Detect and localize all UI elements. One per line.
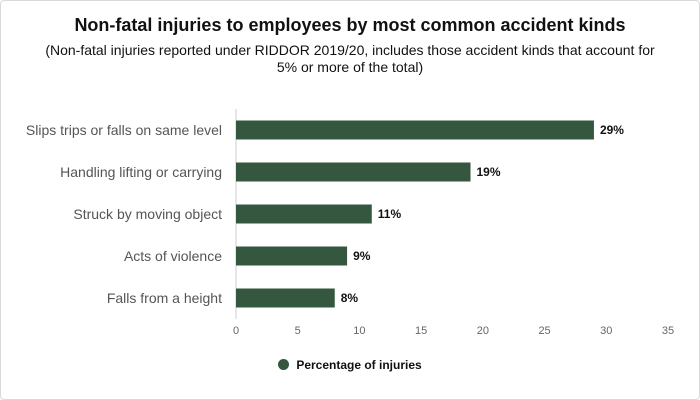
x-tick-label: 5	[295, 325, 301, 337]
chart-subtitle: (Non-fatal injuries reported under RIDDO…	[45, 42, 655, 75]
category-label: Slips trips or falls on same level	[26, 122, 222, 138]
category-label: Handling lifting or carrying	[60, 164, 222, 180]
legend: Percentage of injuries	[1, 358, 699, 372]
data-label: 19%	[477, 165, 501, 179]
x-tick-label: 25	[538, 325, 550, 337]
bar	[236, 288, 335, 308]
x-tick-label: 0	[233, 325, 239, 337]
x-tick-label: 15	[415, 325, 427, 337]
legend-label: Percentage of injuries	[296, 358, 422, 372]
x-tick-label: 10	[353, 325, 365, 337]
data-label: 9%	[353, 249, 371, 263]
x-tick-label: 20	[477, 325, 489, 337]
bar	[236, 204, 372, 224]
x-tick-label: 35	[662, 325, 674, 337]
data-label: 29%	[600, 123, 624, 137]
data-label: 8%	[341, 291, 359, 305]
category-label: Falls from a height	[107, 290, 222, 306]
x-tick-label: 30	[600, 325, 612, 337]
legend-swatch	[278, 359, 290, 370]
bar	[236, 162, 471, 182]
category-label: Acts of violence	[124, 248, 222, 264]
bar	[236, 246, 348, 266]
chart-title: Non-fatal injuries to employees by most …	[74, 15, 626, 35]
category-label: Struck by moving object	[73, 206, 222, 222]
data-label: 11%	[378, 207, 402, 221]
bar	[236, 120, 594, 140]
